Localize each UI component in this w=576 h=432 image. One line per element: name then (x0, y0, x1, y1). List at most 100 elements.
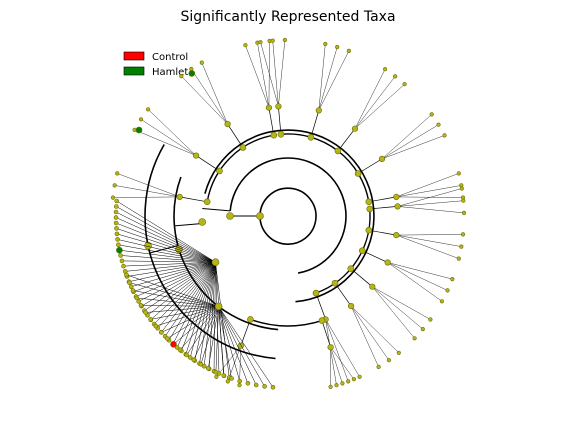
leaf-node (130, 288, 136, 293)
leaf-node (110, 195, 116, 200)
leaf-node (335, 44, 340, 50)
leaf-node (116, 246, 123, 254)
branch (268, 107, 275, 136)
leaf-node (118, 253, 123, 258)
clade-arc (259, 187, 317, 222)
leaf-branch (318, 46, 338, 111)
leaf-node (138, 303, 144, 308)
subclade-node (216, 167, 223, 175)
leaf-node (245, 380, 251, 386)
subclade-node (394, 203, 401, 210)
subclade-node (351, 125, 359, 132)
subclade-node (369, 283, 376, 290)
subclade-node (307, 134, 315, 141)
leaf-branch (186, 306, 219, 356)
leaf-branch (131, 261, 216, 287)
leaf-branch (118, 244, 216, 263)
subclade-node (365, 226, 373, 234)
leaf-branch (213, 262, 216, 372)
leaf-node (282, 37, 288, 43)
leaf-branch (218, 306, 224, 376)
leaf-branch (396, 185, 462, 198)
leaf-node (127, 280, 132, 286)
highlight-node-hamlet (188, 70, 196, 77)
leaf-branch (115, 217, 216, 263)
leaf-node (114, 231, 120, 237)
leaf-node (237, 378, 242, 384)
subclade-arc (206, 134, 274, 202)
leaf-node (153, 323, 159, 329)
leaf-branch (350, 306, 379, 367)
legend-swatch-hamlet (123, 66, 145, 76)
subclade-node (378, 155, 386, 162)
legend-label-control: Control (152, 52, 188, 63)
leaf-node (270, 38, 275, 43)
leaf-node (243, 43, 248, 48)
branch (179, 196, 208, 203)
leaf-node (270, 384, 276, 390)
leaf-branch (330, 347, 355, 380)
leaf-branch (116, 228, 216, 263)
subclade-node (265, 104, 273, 111)
leaf-branch (318, 43, 326, 111)
leaf-node (128, 284, 134, 290)
leaf-node (340, 381, 345, 386)
subclade-node (334, 147, 342, 155)
leaf-branch (350, 305, 390, 361)
leaf-node (386, 358, 392, 363)
clade-node (226, 212, 234, 220)
leaf-node (119, 258, 125, 264)
branch (369, 206, 398, 210)
leaf-branch (147, 109, 197, 156)
leaf-node (179, 73, 184, 79)
leaf-branch (167, 306, 219, 339)
leaf-node (214, 374, 219, 379)
leaf-branch (134, 129, 197, 156)
leaf-node (262, 384, 267, 389)
leaf-node (442, 133, 447, 138)
subclade-arc (250, 318, 323, 327)
leaf-branch (150, 262, 216, 320)
leaf-branch (218, 306, 265, 387)
leaf-branch (150, 306, 219, 320)
subclade-node (315, 107, 322, 114)
leaf-branch (260, 42, 279, 107)
leaf-node (177, 347, 183, 353)
leaf-node (113, 215, 119, 220)
leaf-node (165, 336, 170, 341)
clade-node (211, 258, 220, 267)
leaf-branch (372, 286, 415, 339)
figure-title: Significantly Represented Taxa (180, 9, 395, 25)
branch (350, 268, 373, 287)
leaf-branch (168, 262, 216, 341)
leaf-node (187, 355, 193, 360)
branch (227, 123, 244, 148)
leaf-branch (396, 173, 459, 198)
leaf-node (412, 336, 417, 341)
leaf-branch (218, 306, 257, 386)
leaf-node (456, 256, 461, 261)
leaf-branch (141, 261, 216, 307)
leaf-branch (121, 260, 216, 263)
subclade-node (393, 232, 400, 239)
leaf-branch (257, 42, 270, 108)
leaf-branch (208, 306, 219, 369)
leaf-node (198, 361, 204, 367)
subclade-node (366, 205, 374, 213)
leaf-node (148, 317, 153, 322)
leaf-node (170, 340, 177, 348)
leaf-branch (381, 124, 439, 160)
subclade-node (358, 247, 366, 254)
leaf-branch (200, 306, 219, 365)
leaf-node (393, 74, 398, 79)
leaf-branch (140, 305, 219, 307)
leaf-node (191, 357, 196, 363)
leaf-branch (125, 261, 216, 272)
branch (195, 155, 220, 172)
leaf-branch (185, 262, 216, 355)
clade-node (198, 218, 206, 226)
subclade-arc (280, 133, 370, 202)
leaf-branch (245, 45, 270, 108)
subclade-node (347, 265, 355, 273)
